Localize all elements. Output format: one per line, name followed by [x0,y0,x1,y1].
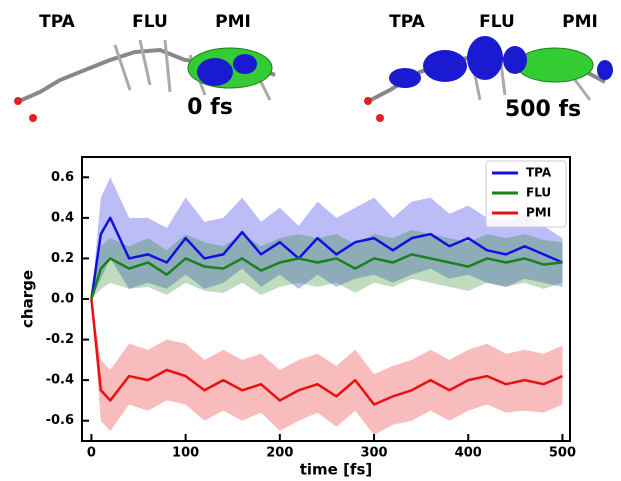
x-tick-label: 500 [549,446,576,461]
y-tick-label: 0.0 [51,292,74,307]
y-axis-label: charge [19,270,37,328]
figure: TPA FLU PMI 0 fs TPA FLU PMI 500 fs time… [0,0,621,481]
y-tick-label: 0.6 [51,170,74,185]
fragment-label: PMI [215,12,251,32]
y-tick-label: -0.4 [46,373,74,388]
legend-label: PMI [526,206,551,220]
y-tick-label: 0.2 [51,251,74,266]
molecule-0fs [14,40,275,122]
fragment-label: TPA [389,12,425,32]
y-tick-label: -0.2 [46,332,74,347]
x-tick-label: 0 [87,446,96,461]
x-tick-label: 200 [266,446,293,461]
fragment-label: FLU [479,12,515,32]
fragment-label: TPA [39,12,75,32]
y-tick-label: -0.6 [46,413,74,428]
x-tick-label: 100 [172,446,199,461]
x-tick-label: 400 [455,446,482,461]
y-tick-label: 0.4 [51,210,74,225]
time-label: 500 fs [505,97,581,122]
x-axis-label: time [fs] [300,461,373,479]
x-tick-label: 300 [360,446,387,461]
legend-label: FLU [526,186,551,200]
fragment-label: FLU [132,12,168,32]
time-label: 0 fs [187,95,233,120]
fragment-label: PMI [562,12,598,32]
band [91,299,562,435]
legend-label: TPA [526,166,552,180]
